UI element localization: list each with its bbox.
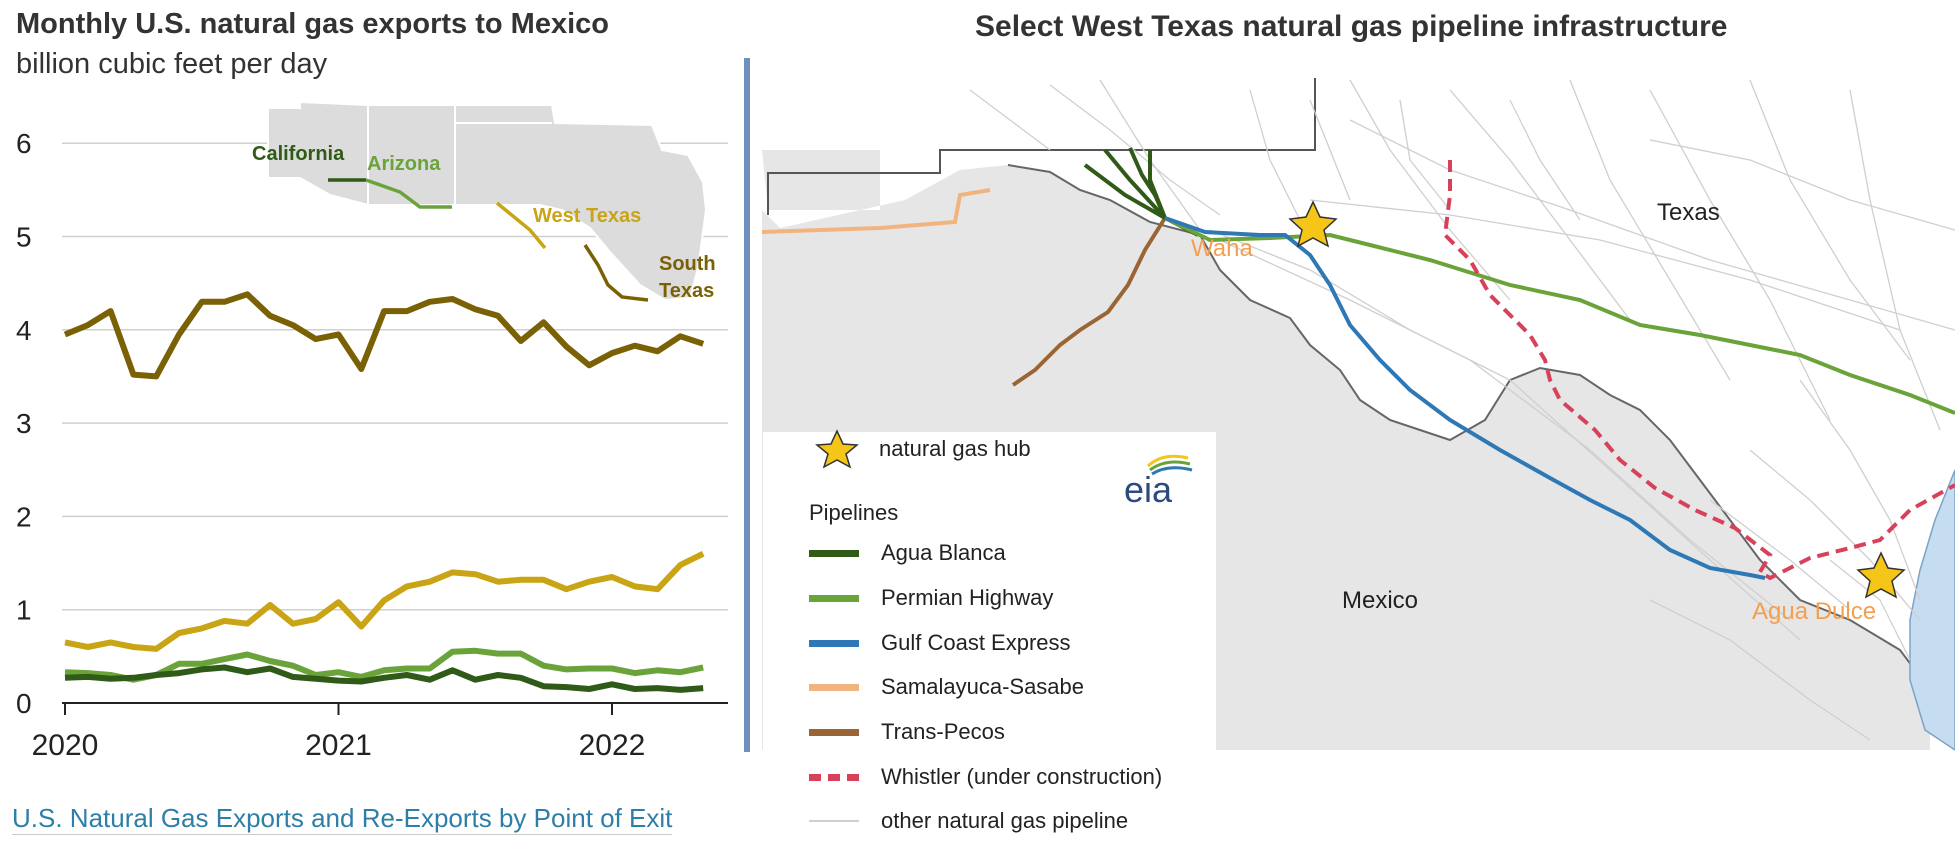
legend-hub-label: natural gas hub [879, 436, 1031, 461]
series-line-south-texas [63, 291, 705, 380]
x-tick-label: 2020 [32, 729, 99, 762]
map-title: Select West Texas natural gas pipeline i… [975, 10, 1728, 43]
x-axis-tick-labels: 2020 2021 2022 [32, 703, 646, 762]
series-line-california [64, 664, 704, 693]
legend-item: Whistler (under construction) [809, 762, 1162, 792]
other-pipelines [969, 79, 1955, 741]
legend-swatch [809, 549, 859, 557]
y-tick-label: 3 [16, 408, 32, 439]
hub-star-agua-dulce [1856, 551, 1906, 599]
legend-item: Samalayuca-Sasabe [809, 672, 1084, 702]
y-tick-label: 1 [16, 595, 32, 626]
panel-divider [744, 58, 750, 752]
series-line-west-texas [64, 551, 705, 652]
gridlines [62, 142, 728, 704]
map-label-texas: Texas [1657, 199, 1720, 226]
legend-item: Agua Blanca [809, 538, 1006, 568]
legend-item: Gulf Coast Express [809, 628, 1071, 658]
inset-label-arizona: Arizona [367, 153, 441, 175]
map-legend: natural gas hub Pipelines Agua Blanca Pe… [763, 429, 1216, 846]
state-border [767, 78, 1316, 215]
inset-label-west-texas: West Texas [533, 205, 641, 227]
pipeline-samalayuca-sasabe [761, 188, 991, 234]
legend-swatch [809, 639, 859, 647]
y-tick-label: 5 [16, 222, 32, 253]
map-label-mexico: Mexico [1342, 587, 1418, 614]
x-tick-label: 2021 [305, 729, 372, 762]
legend-swatch [809, 773, 859, 781]
map-label-agua-dulce: Agua Dulce [1752, 598, 1876, 625]
y-tick-label: 6 [16, 128, 32, 159]
exports-chart-panel: Monthly U.S. natural gas exports to Mexi… [0, 0, 750, 846]
legend-item: Trans-Pecos [809, 717, 1005, 747]
inset-border-map: California Arizona West Texas South Texa… [252, 100, 716, 302]
inset-south-texas-segment [583, 244, 649, 302]
pipeline-trans-pecos [1011, 216, 1167, 387]
gulf-water [1909, 469, 1955, 751]
legend-swatch [809, 728, 859, 736]
legend-swatch [809, 594, 859, 602]
hub-star-waha [1288, 200, 1338, 248]
chart-title: Monthly U.S. natural gas exports to Mexi… [16, 8, 609, 40]
star-icon [815, 429, 859, 469]
line-chart: 0 1 2 3 4 5 6 2020 2021 2022 California Arizona … [16, 100, 728, 762]
pipeline-gulf-coast-express [1164, 216, 1766, 580]
legend-swatch [809, 683, 859, 691]
x-tick-label: 2022 [579, 729, 646, 762]
chart-subtitle: billion cubic feet per day [16, 48, 328, 80]
legend-swatch [809, 820, 859, 822]
legend-hub-row: natural gas hub [815, 429, 1031, 469]
inset-label-south-texas: South [659, 253, 716, 275]
series-line-arizona [64, 647, 704, 683]
legend-item: other natural gas pipeline [809, 806, 1128, 836]
y-tick-label: 2 [16, 501, 32, 532]
eia-logo-text: eia [1124, 469, 1173, 508]
rio-grande-border [1007, 164, 1931, 691]
y-tick-label: 0 [16, 688, 32, 719]
inset-label-south-texas: Texas [659, 280, 714, 302]
inset-west-texas-segment [495, 201, 547, 250]
y-tick-label: 4 [16, 315, 32, 346]
eia-logo: eia [1124, 454, 1193, 508]
data-series [63, 291, 705, 693]
pipeline-agua-blanca [1083, 147, 1199, 237]
y-axis-tick-labels: 0 1 2 3 4 5 6 [16, 128, 32, 719]
legend-item: Permian Highway [809, 583, 1053, 613]
inset-arizona-segment [365, 178, 452, 209]
inset-label-california: California [252, 143, 345, 165]
inset-state-shapes [267, 100, 708, 302]
pipeline-whistler [1442, 160, 1955, 581]
map-label-waha: Waha [1191, 235, 1253, 262]
source-link[interactable]: U.S. Natural Gas Exports and Re-Exports … [12, 803, 673, 835]
legend-pipelines-heading: Pipelines [809, 500, 899, 525]
